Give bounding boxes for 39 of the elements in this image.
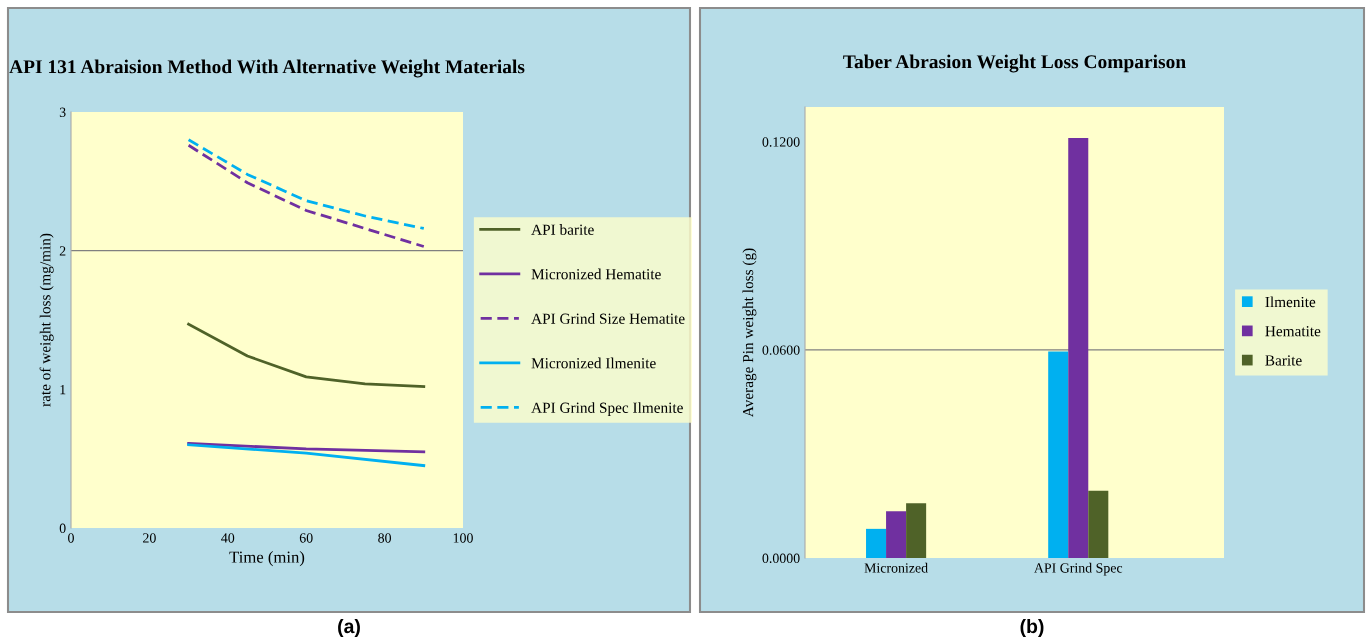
x-tick-label: Micronized	[864, 562, 928, 573]
x-tick-label: 60	[299, 533, 313, 543]
x-tick-label: 80	[378, 533, 392, 543]
y-tick-label: 0.0000	[762, 553, 800, 564]
bar	[1048, 351, 1069, 558]
legend-label: Hematite	[1265, 326, 1321, 337]
x-tick-label: API Grind Spec	[1034, 562, 1123, 576]
legend-label: Barite	[1265, 355, 1302, 366]
y-tick-label: 1	[60, 384, 66, 395]
y-tick-label: 0	[59, 523, 66, 533]
y-axis-title: rate of weight loss (mg/min)	[39, 233, 54, 407]
chart-title: Taber Abrasion Weight Loss Comparison	[843, 54, 1186, 73]
y-tick-label: 2	[59, 246, 66, 256]
y-tick-label: 3	[59, 107, 66, 117]
legend-label: Micronized Ilmenite	[531, 357, 656, 369]
y-axis-title: Average Pin weight loss (g)	[742, 248, 757, 418]
legend-label: Ilmenite	[1265, 296, 1316, 308]
legend-label: API Grind Spec Ilmenite	[531, 402, 683, 416]
legend-label: API barite	[531, 224, 594, 235]
bar	[866, 528, 887, 558]
y-tick-label: 0.1200	[762, 137, 800, 147]
bar	[886, 511, 907, 558]
line-series	[187, 143, 426, 248]
x-axis-title: Time (min)	[229, 551, 305, 567]
x-tick-label: 40	[221, 533, 235, 543]
x-tick-label: 20	[143, 533, 156, 543]
x-tick-label: 0	[68, 533, 74, 543]
legend-label: API Grind Size Hematite	[531, 313, 685, 324]
line-series	[187, 138, 426, 230]
bar	[1068, 137, 1089, 558]
text: (a)	[338, 618, 360, 638]
bar	[1088, 490, 1109, 558]
line-series	[187, 322, 426, 388]
bar	[906, 503, 927, 558]
legend-label: Micronized Hematite	[531, 268, 661, 280]
x-tick-label: 100	[453, 533, 473, 543]
chart-title: API 131 Abraision Method With Alternative Weight Materials	[9, 59, 525, 78]
text: (b)	[1020, 618, 1044, 638]
y-tick-label: 0.0600	[762, 345, 800, 355]
